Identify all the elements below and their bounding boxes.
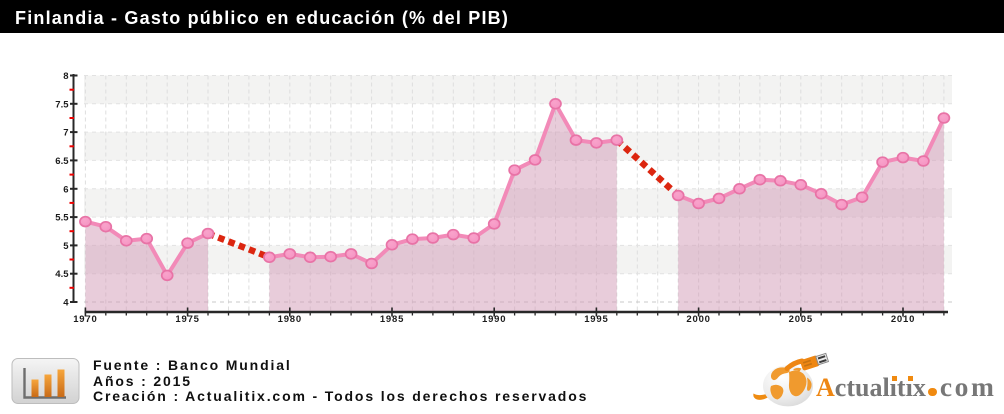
svg-text:8: 8 xyxy=(63,71,68,82)
svg-text:5: 5 xyxy=(63,241,69,252)
svg-text:1990: 1990 xyxy=(482,314,506,325)
svg-text:2005: 2005 xyxy=(789,314,813,325)
svg-text:1985: 1985 xyxy=(380,314,404,325)
svg-text:7.5: 7.5 xyxy=(55,99,69,110)
svg-text:5.5: 5.5 xyxy=(55,213,69,224)
svg-text:6.5: 6.5 xyxy=(55,156,69,167)
svg-text:1975: 1975 xyxy=(175,314,199,325)
svg-text:1980: 1980 xyxy=(278,314,302,325)
svg-text:2010: 2010 xyxy=(891,314,915,325)
svg-text:1995: 1995 xyxy=(584,314,608,325)
svg-text:4.5: 4.5 xyxy=(55,269,69,280)
svg-text:1970: 1970 xyxy=(73,314,97,325)
svg-text:2000: 2000 xyxy=(686,314,710,325)
svg-text:7: 7 xyxy=(63,128,68,139)
svg-text:4: 4 xyxy=(63,298,69,309)
svg-text:6: 6 xyxy=(63,184,68,195)
